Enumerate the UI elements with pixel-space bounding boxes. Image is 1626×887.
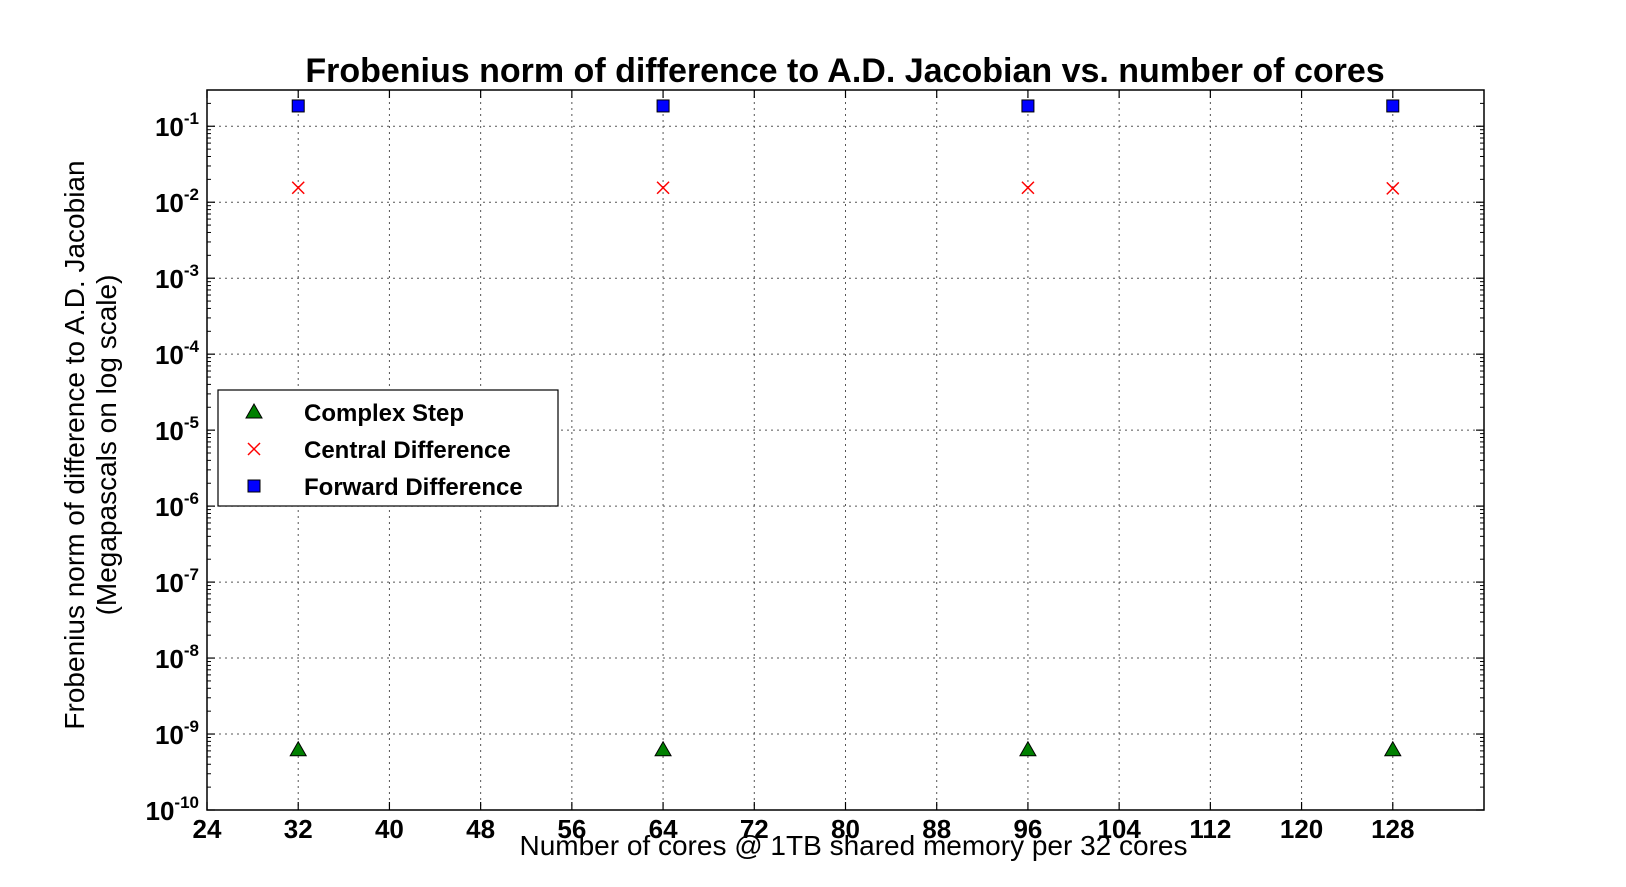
x-tick-label: 104 <box>1097 814 1141 844</box>
data-point <box>1386 99 1400 113</box>
y-tick-label: 10-7 <box>155 565 199 598</box>
y-tick-label: 10-2 <box>155 185 199 218</box>
chart-title: Frobenius norm of difference to A.D. Jac… <box>305 52 1384 90</box>
x-tick-label: 72 <box>740 814 769 844</box>
x-tick-label: 88 <box>922 814 951 844</box>
x-tick-label: 64 <box>649 814 678 844</box>
y-axis-label-line2: (Megapascals on log scale) <box>91 275 122 616</box>
x-tick-label: 120 <box>1280 814 1323 844</box>
x-tick-label: 48 <box>466 814 495 844</box>
x-tick-label: 32 <box>284 814 313 844</box>
x-tick-label: 56 <box>557 814 586 844</box>
x-tick-label: 80 <box>831 814 860 844</box>
legend-marker <box>247 479 261 493</box>
y-tick-labels: 10-10 10-9 10-8 10-7 10-6 10-5 10-4 10-3 10-2 10-… <box>146 109 200 826</box>
y-axis-label-line1: Frobenius norm of difference to A.D. Jac… <box>59 160 90 729</box>
data-point <box>289 740 308 757</box>
y-tick-label: 10-9 <box>155 717 199 750</box>
legend-marker <box>245 402 263 419</box>
axis-ticks <box>206 90 1484 811</box>
legend-label: Forward Difference <box>304 474 523 501</box>
x-tick-label: 40 <box>375 814 404 844</box>
data-points <box>289 99 1402 757</box>
data-point <box>656 99 670 113</box>
grid <box>207 90 1484 810</box>
data-point <box>1019 740 1037 757</box>
x-axis-label: Number of cores @ 1TB shared memory per … <box>519 830 1187 861</box>
x-tick-label: 96 <box>1013 814 1042 844</box>
data-point <box>656 181 670 195</box>
y-axis-label: Frobenius norm of difference to A.D. Jac… <box>59 160 122 729</box>
legend-box <box>217 389 559 507</box>
y-tick-label: 10-3 <box>155 261 199 294</box>
x-tick-label: 112 <box>1189 814 1231 844</box>
data-point <box>1386 181 1400 195</box>
x-tick-labels: 24 32 40 48 56 64 72 80 88 96 104 112 120 128 <box>193 814 1415 844</box>
y-tick-label: 10-6 <box>155 489 199 522</box>
legend-label: Complex Step <box>304 400 464 427</box>
x-tick-label: 128 <box>1371 814 1414 844</box>
y-tick-label: 10-1 <box>155 109 199 142</box>
y-tick-label: 10-4 <box>155 337 200 370</box>
y-tick-label: 10-5 <box>155 413 199 446</box>
legend-label: Central Difference <box>304 437 511 464</box>
data-point <box>291 181 305 195</box>
data-point <box>291 99 305 113</box>
data-point <box>654 740 672 757</box>
data-point <box>1021 181 1035 195</box>
data-point <box>1383 740 1402 757</box>
legend-marker <box>247 442 261 456</box>
x-tick-label: 24 <box>193 814 222 844</box>
legend: Complex Step Central Difference Forward Di… <box>217 389 559 507</box>
data-point <box>1021 99 1035 113</box>
y-tick-label: 10-8 <box>155 641 199 674</box>
y-tick-label: 10-10 <box>146 793 200 826</box>
